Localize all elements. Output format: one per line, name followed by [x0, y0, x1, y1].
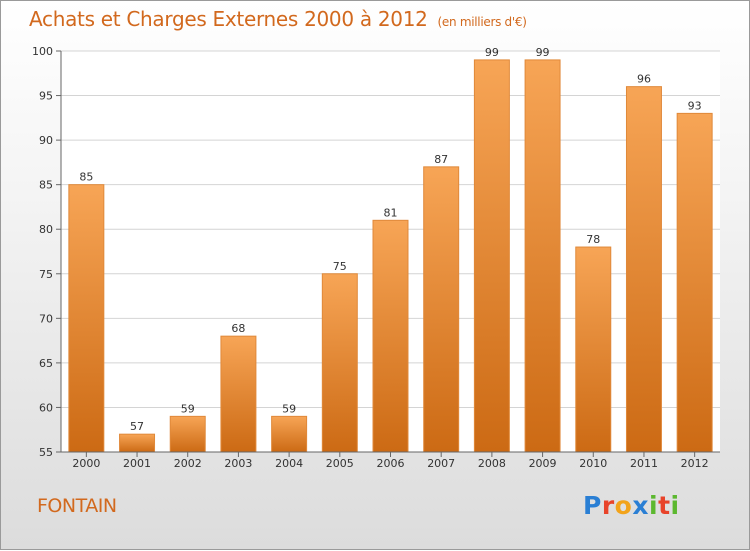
bar-value-label: 59	[282, 402, 296, 415]
bar-value-label: 59	[181, 402, 195, 415]
y-tick-label: 80	[39, 223, 53, 236]
x-tick-label: 2007	[427, 457, 455, 470]
bar	[625, 86, 662, 453]
x-axis: 2000 2001 2002 2003 2004 2005 2006 2007 2008 2009…	[61, 451, 720, 470]
logo-letter: i	[649, 491, 659, 520]
x-tick-label: 2006	[377, 457, 405, 470]
bar-value-label: 99	[485, 46, 499, 59]
y-tick-label: 75	[39, 268, 53, 281]
bar-value-label: 96	[637, 73, 651, 86]
bar	[271, 415, 308, 453]
proxiti-logo: Proxiti	[583, 491, 680, 520]
commune-name: FONTAIN	[37, 495, 117, 517]
chart-title-main: Achats et Charges Externes 2000 à 2012	[29, 7, 428, 31]
bar	[68, 184, 105, 453]
x-tick-label: 2009	[529, 457, 557, 470]
x-tick-label: 2005	[326, 457, 354, 470]
chart-title-unit: (en milliers d'€)	[437, 15, 527, 29]
bar-value-label: 87	[434, 153, 448, 166]
y-tick-label: 95	[39, 90, 53, 103]
y-axis: 55 60 65 70 75 80 85 90 95 100	[32, 45, 62, 459]
x-tick-label: 2008	[478, 457, 506, 470]
x-tick-label: 2010	[579, 457, 607, 470]
logo-letter: P	[583, 491, 602, 520]
y-tick-label: 70	[39, 312, 53, 325]
x-tick-label: 2001	[123, 457, 151, 470]
y-tick-label: 60	[39, 401, 53, 414]
bar	[575, 246, 612, 453]
y-tick-label: 85	[39, 179, 53, 192]
bar	[423, 166, 460, 453]
bar	[676, 112, 713, 453]
bar-value-label: 68	[231, 322, 245, 335]
bar-value-label: 78	[586, 233, 600, 246]
bar	[372, 219, 409, 453]
x-tick-label: 2011	[630, 457, 658, 470]
bar	[169, 415, 206, 453]
bar-value-label: 85	[79, 171, 93, 184]
bar	[119, 433, 156, 453]
logo-letter: x	[632, 491, 649, 520]
x-tick-label: 2000	[72, 457, 100, 470]
bar	[220, 335, 257, 453]
bar-value-label: 75	[333, 260, 347, 273]
y-tick-label: 100	[32, 45, 53, 58]
x-tick-label: 2002	[174, 457, 202, 470]
bar	[321, 273, 358, 453]
logo-letter: o	[614, 491, 633, 520]
x-tick-label: 2004	[275, 457, 303, 470]
logo-letter: i	[670, 491, 680, 520]
logo-letter: r	[601, 491, 615, 520]
bar-value-label: 93	[688, 99, 702, 112]
bar	[473, 59, 510, 453]
y-tick-label: 65	[39, 357, 53, 370]
chart-title: Achats et Charges Externes 2000 à 2012 (e…	[29, 7, 527, 31]
x-tick-label: 2003	[224, 457, 252, 470]
logo-letter: t	[658, 491, 671, 520]
bar-value-label: 81	[384, 206, 398, 219]
bar-value-label: 99	[536, 46, 550, 59]
y-tick-label: 55	[39, 446, 53, 459]
bar	[524, 59, 561, 453]
y-tick-label: 90	[39, 134, 53, 147]
bar-value-label: 57	[130, 420, 144, 433]
x-tick-label: 2012	[681, 457, 709, 470]
